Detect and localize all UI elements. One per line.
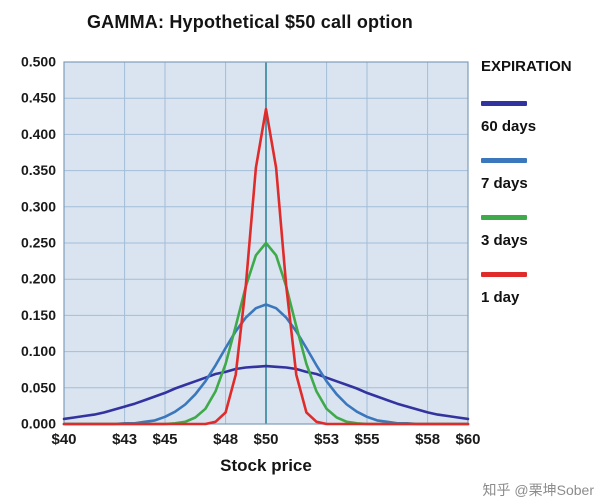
y-tick-label: 0.400 <box>21 126 56 142</box>
y-tick-label: 0.250 <box>21 235 56 251</box>
y-tick-label: 0.350 <box>21 162 56 178</box>
x-tick-label: $58 <box>415 431 440 448</box>
x-tick-label: $60 <box>455 431 480 448</box>
y-tick-label: 0.150 <box>21 307 56 323</box>
legend-entries: 60 days 7 days 3 days 1 day <box>481 101 599 329</box>
y-tick-label: 0.050 <box>21 379 56 395</box>
plot-border <box>63 61 469 425</box>
legend-entry: 60 days <box>481 101 599 135</box>
y-tick-label: 0.200 <box>21 271 56 287</box>
legend-entry-label: 3 days <box>481 232 528 249</box>
watermark: 知乎 @栗坤Sober <box>482 482 594 498</box>
x-tick-label: $40 <box>51 431 76 448</box>
legend-entry: 3 days <box>481 215 599 249</box>
legend-swatch <box>481 158 527 163</box>
chart-title: GAMMA: Hypothetical $50 call option <box>86 12 414 32</box>
y-tick-label: 0.300 <box>21 198 56 214</box>
legend-entry: 1 day <box>481 272 599 306</box>
series-line-60-days <box>62 364 470 421</box>
legend-title: EXPIRATION <box>481 58 572 75</box>
x-tick-label: $48 <box>213 431 238 448</box>
y-tick-label: 0.450 <box>21 90 56 106</box>
x-tick-label: $50 <box>253 431 278 448</box>
series-line-1-day <box>62 107 470 426</box>
x-tick-label: $53 <box>314 431 339 448</box>
y-tick-label: 0.100 <box>21 343 56 359</box>
x-tick-label: $55 <box>354 431 379 448</box>
legend: EXPIRATION 60 days 7 days 3 days 1 day <box>481 58 599 329</box>
legend-swatch <box>481 101 527 106</box>
legend-swatch <box>481 215 527 220</box>
x-axis-title: Stock price <box>220 456 312 475</box>
legend-entry: 7 days <box>481 158 599 192</box>
y-tick-label: 0.000 <box>21 416 56 432</box>
legend-swatch <box>481 272 527 277</box>
y-tick-label: 0.500 <box>21 54 56 70</box>
x-tick-label: $43 <box>112 431 137 448</box>
x-tick-label: $45 <box>152 431 177 448</box>
legend-entry-label: 1 day <box>481 289 520 306</box>
legend-entry-label: 7 days <box>481 175 528 192</box>
legend-entry-label: 60 days <box>481 118 537 135</box>
